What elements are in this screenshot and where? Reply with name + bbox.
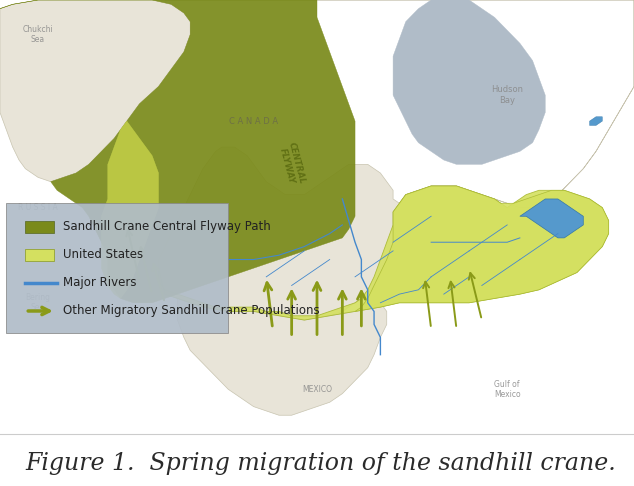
Bar [25,249,54,261]
Polygon shape [355,186,609,312]
Text: MEXICO: MEXICO [302,385,332,394]
Polygon shape [520,199,583,238]
Text: Chukchi
Sea: Chukchi Sea [23,25,53,44]
Text: Hudson
Bay: Hudson Bay [491,86,523,105]
Text: Gulf of
Mexico: Gulf of Mexico [494,380,521,399]
Text: Sandhill Crane Central Flyway Path: Sandhill Crane Central Flyway Path [63,220,271,233]
Text: Major Rivers: Major Rivers [63,277,137,289]
Polygon shape [590,117,602,125]
Polygon shape [393,0,545,164]
Text: United States: United States [63,248,143,261]
Polygon shape [0,0,190,182]
Polygon shape [158,0,634,320]
Text: Bering
Sea: Bering Sea [25,293,51,312]
Bar [25,221,54,233]
Polygon shape [158,186,609,320]
Text: Figure 1.  Spring migration of the sandhill crane.: Figure 1. Spring migration of the sandhi… [25,452,616,475]
FancyBboxPatch shape [6,203,228,333]
Polygon shape [101,121,158,298]
Text: CENTRAL
FLYWAY: CENTRAL FLYWAY [276,141,307,188]
Text: C A N A D A: C A N A D A [229,117,278,125]
Text: R U S S I A: R U S S I A [18,203,58,212]
Text: Other Migratory Sandhill Crane Populations: Other Migratory Sandhill Crane Populatio… [63,305,320,317]
Polygon shape [0,0,355,303]
Polygon shape [178,298,387,415]
